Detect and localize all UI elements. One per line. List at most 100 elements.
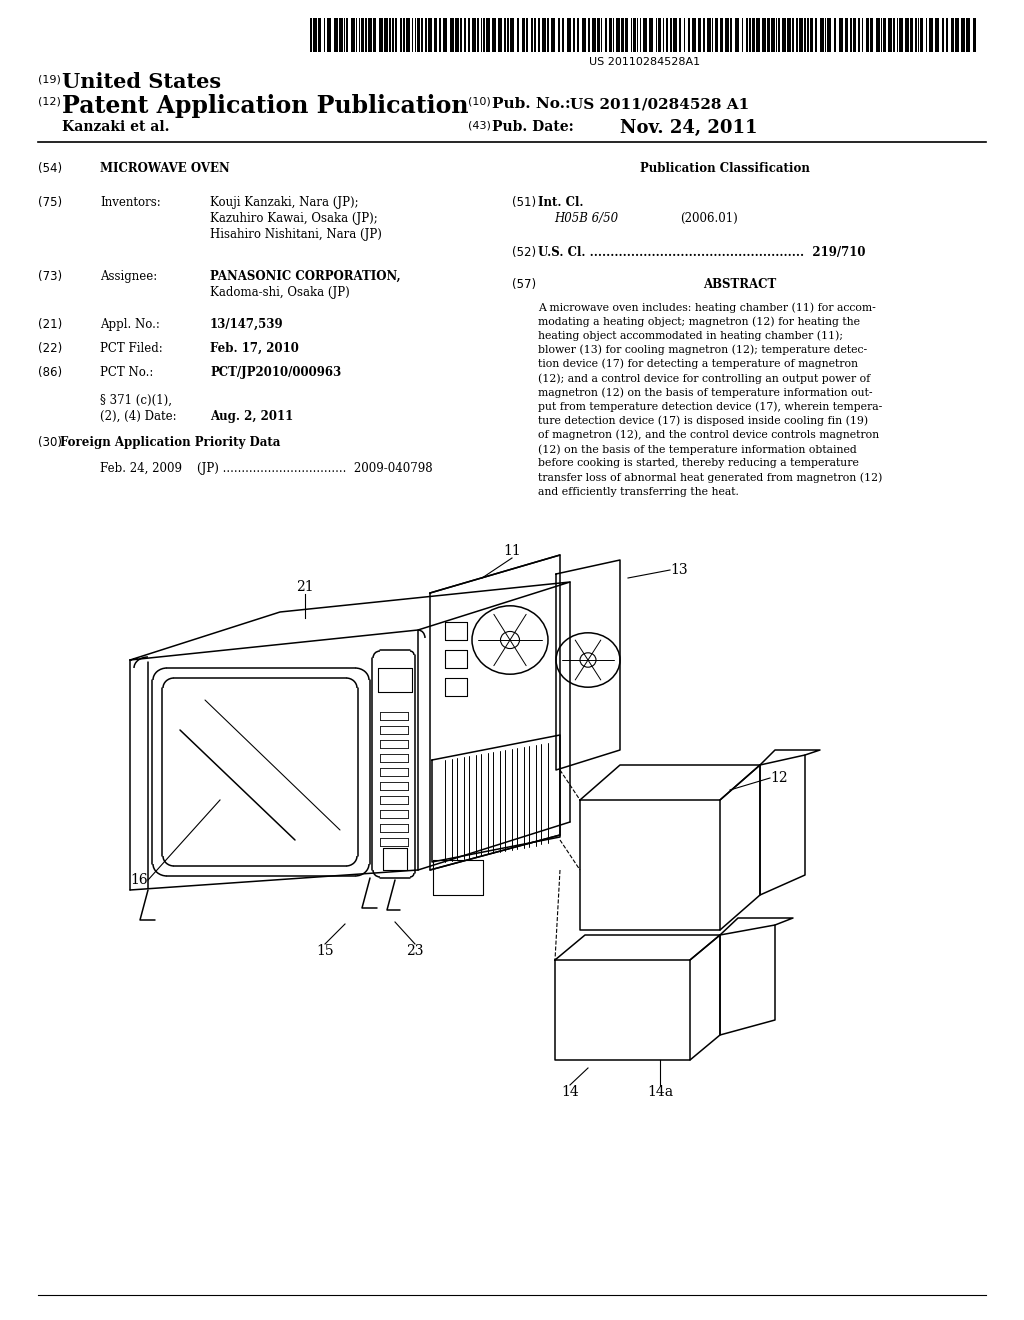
Text: 13/147,539: 13/147,539 [210, 318, 284, 331]
Text: Foreign Application Priority Data: Foreign Application Priority Data [59, 436, 281, 449]
Bar [631, 18, 632, 51]
Text: 13: 13 [670, 564, 688, 577]
Bar [866, 18, 868, 51]
Bar [344, 18, 345, 51]
Bar [542, 18, 546, 51]
Bar [649, 18, 653, 51]
Bar [504, 18, 506, 51]
Bar [428, 18, 432, 51]
Bar [418, 18, 420, 51]
Bar [688, 18, 690, 51]
Text: Kazuhiro Kawai, Osaka (JP);: Kazuhiro Kawai, Osaka (JP); [210, 213, 378, 224]
Bar [684, 18, 685, 51]
Bar [395, 18, 397, 51]
Bar [853, 18, 856, 51]
Text: put from temperature detection device (17), wherein tempera-: put from temperature detection device (1… [538, 401, 883, 412]
Bar [862, 18, 863, 51]
Text: (19): (19) [38, 74, 60, 84]
Bar [464, 18, 466, 51]
Text: (12) on the basis of the temperature information obtained: (12) on the basis of the temperature inf… [538, 444, 857, 454]
Text: Inventors:: Inventors: [100, 195, 161, 209]
Bar [406, 18, 410, 51]
Text: (2006.01): (2006.01) [680, 213, 737, 224]
Text: H05B 6/50: H05B 6/50 [554, 213, 618, 224]
Bar [547, 18, 549, 51]
Bar [800, 18, 804, 51]
Text: Kanzaki et al.: Kanzaki et al. [62, 120, 170, 135]
Text: MICROWAVE OVEN: MICROWAVE OVEN [100, 162, 229, 176]
Bar [510, 18, 514, 51]
Bar [897, 18, 898, 51]
Text: Patent Application Publication: Patent Application Publication [62, 94, 469, 117]
Bar [673, 18, 677, 51]
Bar [350, 18, 354, 51]
Text: ture detection device (17) is disposed inside cooling fin (19): ture detection device (17) is disposed i… [538, 416, 868, 426]
Bar [776, 18, 777, 51]
Bar [846, 18, 848, 51]
Bar [707, 18, 711, 51]
Text: (10): (10) [468, 96, 490, 107]
Bar [626, 18, 628, 51]
Bar [663, 18, 665, 51]
Text: 14: 14 [561, 1085, 579, 1100]
Text: Publication Classification: Publication Classification [640, 162, 810, 176]
Text: (75): (75) [38, 195, 62, 209]
Bar [746, 18, 748, 51]
Bar [658, 18, 660, 51]
Text: U.S. Cl. ....................................................  219/710: U.S. Cl. ...............................… [538, 246, 865, 259]
Bar [468, 18, 469, 51]
Text: and efficiently transferring the heat.: and efficiently transferring the heat. [538, 487, 739, 496]
Bar [477, 18, 479, 51]
Bar [894, 18, 895, 51]
Bar [825, 18, 826, 51]
Bar [573, 18, 575, 51]
Bar [807, 18, 809, 51]
Bar [929, 18, 933, 51]
Bar [551, 18, 555, 51]
Text: Nov. 24, 2011: Nov. 24, 2011 [620, 119, 758, 137]
Text: Feb. 24, 2009    (JP) .................................  2009-040798: Feb. 24, 2009 (JP) .....................… [100, 462, 432, 475]
Bar [480, 18, 482, 51]
Bar [562, 18, 564, 51]
Text: 23: 23 [407, 944, 424, 958]
Bar [643, 18, 647, 51]
Bar [522, 18, 524, 51]
Bar [472, 18, 476, 51]
Bar [622, 18, 624, 51]
Bar [640, 18, 641, 51]
Bar [692, 18, 696, 51]
Text: (54): (54) [38, 162, 62, 176]
Text: Feb. 17, 2010: Feb. 17, 2010 [210, 342, 299, 355]
Text: (51): (51) [512, 195, 537, 209]
Bar [346, 18, 348, 51]
Bar [415, 18, 417, 51]
Bar [671, 18, 672, 51]
Bar [588, 18, 591, 51]
Text: PCT Filed:: PCT Filed: [100, 342, 163, 355]
Text: heating object accommodated in heating chamber (11);: heating object accommodated in heating c… [538, 330, 843, 341]
Bar [389, 18, 391, 51]
Bar [485, 18, 489, 51]
Text: Hisahiro Nishitani, Nara (JP): Hisahiro Nishitani, Nara (JP) [210, 228, 382, 242]
Text: magnetron (12) on the basis of temperature information out-: magnetron (12) on the basis of temperatu… [538, 387, 872, 397]
Bar [369, 18, 373, 51]
Bar [730, 18, 732, 51]
Bar [450, 18, 454, 51]
Text: Appl. No.:: Appl. No.: [100, 318, 160, 331]
Bar [361, 18, 364, 51]
Bar [507, 18, 509, 51]
Bar [601, 18, 602, 51]
Bar [786, 18, 791, 51]
Text: modating a heating object; magnetron (12) for heating the: modating a heating object; magnetron (12… [538, 317, 860, 327]
Bar [715, 18, 718, 51]
Text: Kadoma-shi, Osaka (JP): Kadoma-shi, Osaka (JP) [210, 286, 350, 300]
Text: Kouji Kanzaki, Nara (JP);: Kouji Kanzaki, Nara (JP); [210, 195, 358, 209]
Bar [434, 18, 436, 51]
Bar [942, 18, 944, 51]
Bar [962, 18, 966, 51]
Text: (12); and a control device for controlling an output power of: (12); and a control device for controlli… [538, 374, 870, 384]
Bar [324, 18, 325, 51]
Bar [483, 18, 484, 51]
Text: Pub. No.:: Pub. No.: [492, 96, 570, 111]
Text: of magnetron (12), and the control device controls magnetron: of magnetron (12), and the control devic… [538, 430, 880, 441]
